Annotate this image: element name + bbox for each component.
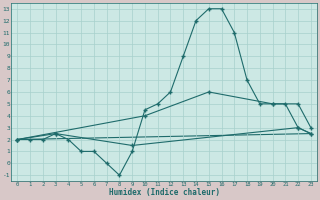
X-axis label: Humidex (Indice chaleur): Humidex (Indice chaleur) (108, 188, 220, 197)
